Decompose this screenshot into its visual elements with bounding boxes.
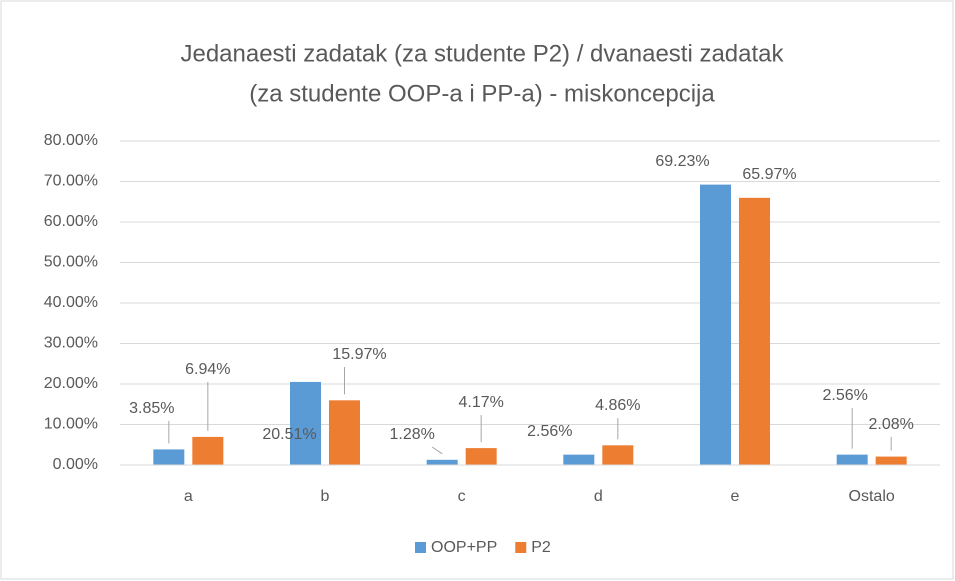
bar [602, 445, 634, 465]
y-tick-label: 10.00% [44, 416, 98, 433]
bar [192, 436, 224, 465]
bar [739, 197, 770, 465]
bar [700, 184, 731, 465]
y-tick-label: 40.00% [44, 294, 98, 311]
data-label: 2.56% [527, 423, 572, 440]
bar [836, 454, 868, 465]
chart-subtitle: (za studente OOP-a i PP-a) - miskoncepci… [249, 80, 715, 107]
y-tick-label: 60.00% [44, 213, 98, 230]
bar [153, 449, 185, 465]
data-label: 1.28% [389, 426, 434, 443]
data-label: 2.56% [822, 387, 867, 404]
x-tick-label: Ostalo [849, 488, 895, 505]
bar [465, 448, 497, 465]
data-label: 4.17% [458, 394, 503, 411]
bar [329, 400, 360, 465]
data-label: 2.08% [868, 416, 913, 433]
y-tick-label: 80.00% [44, 132, 98, 149]
bar [875, 456, 907, 465]
y-tick-label: 30.00% [44, 335, 98, 352]
data-label: 15.97% [332, 346, 386, 363]
data-label: 4.86% [595, 397, 640, 414]
data-label: 20.51% [262, 426, 316, 443]
data-label: 69.23% [655, 153, 709, 170]
x-tick-label: a [184, 488, 193, 505]
bar [563, 454, 595, 465]
chart-title: Jedanaesti zadatak (za studente P2) / dv… [180, 40, 784, 67]
legend-label: P2 [531, 539, 551, 556]
x-tick-label: c [458, 488, 466, 505]
y-tick-label: 50.00% [44, 254, 98, 271]
data-label: 65.97% [742, 166, 796, 183]
x-tick-label: b [321, 488, 330, 505]
y-tick-label: 70.00% [44, 173, 98, 190]
data-label: 3.85% [129, 400, 174, 417]
leader-line [431, 446, 443, 455]
bar [290, 381, 321, 465]
y-tick-label: 0.00% [53, 456, 98, 473]
legend-label: OOP+PP [431, 539, 497, 556]
x-tick-label: e [731, 488, 740, 505]
legend-swatch [415, 542, 426, 553]
y-tick-label: 20.00% [44, 375, 98, 392]
bar [426, 459, 458, 465]
data-label: 6.94% [185, 361, 230, 378]
x-tick-label: d [594, 488, 603, 505]
legend-swatch [515, 542, 527, 553]
